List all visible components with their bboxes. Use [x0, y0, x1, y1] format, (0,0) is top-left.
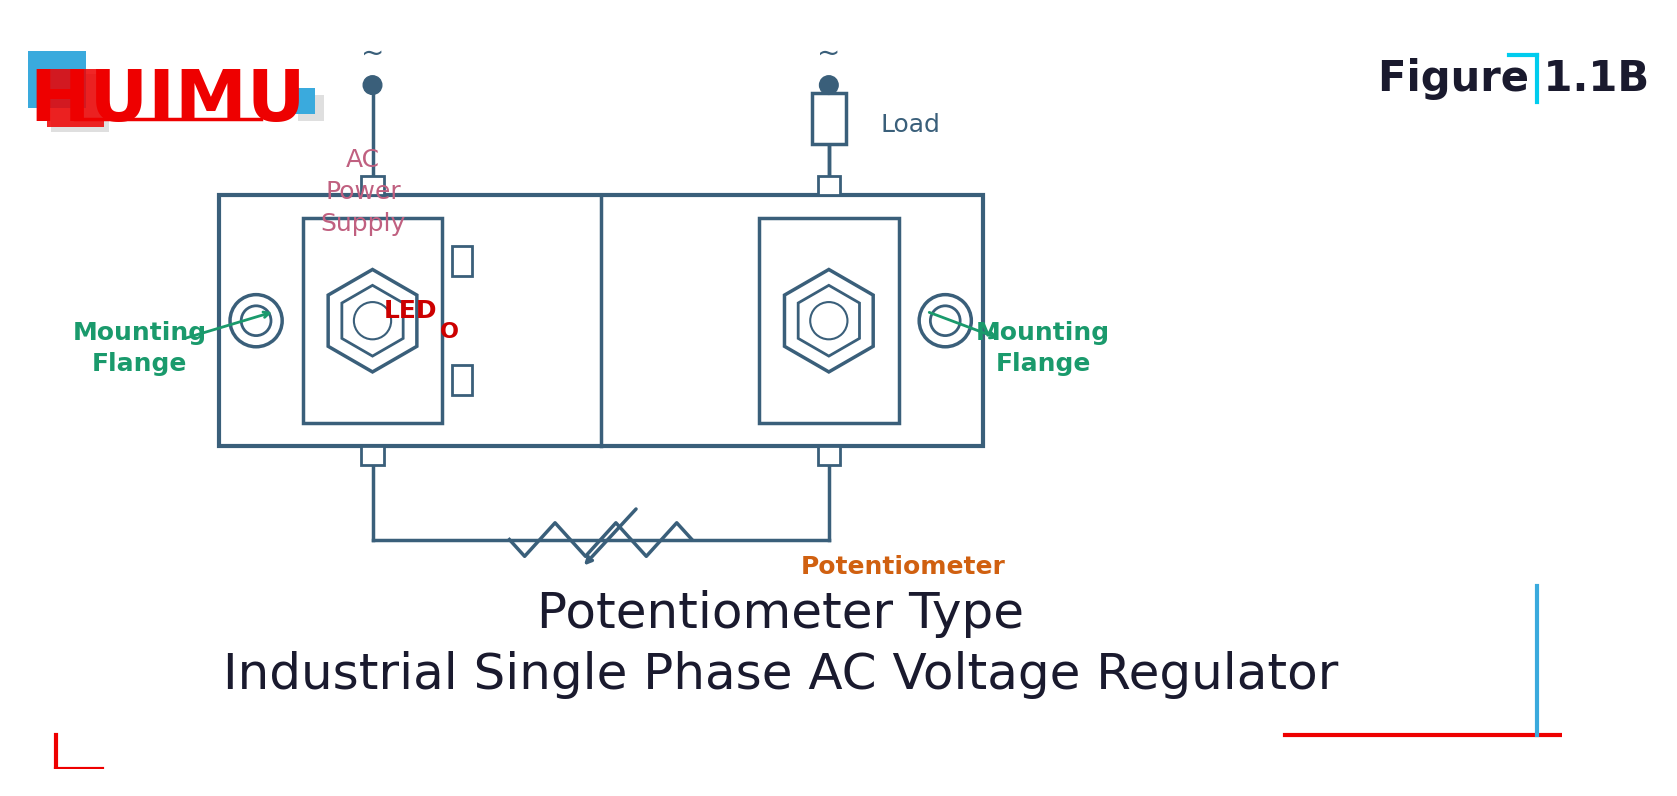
Circle shape [230, 295, 282, 347]
Text: AC
Power
Supply: AC Power Supply [320, 148, 406, 236]
Text: ~: ~ [817, 40, 840, 68]
Circle shape [919, 295, 971, 347]
Bar [52, 74, 109, 131]
Bar [299, 96, 324, 122]
Bar [812, 92, 845, 144]
Bar [302, 218, 443, 423]
Bar [451, 246, 473, 276]
Bar [220, 195, 983, 447]
Bar [818, 177, 840, 195]
Bar [47, 69, 104, 127]
Text: LED: LED [384, 299, 438, 323]
Text: Figure 1.1B: Figure 1.1B [1378, 57, 1650, 100]
Bar [361, 177, 384, 195]
Bar [760, 218, 899, 423]
Text: Load: Load [880, 113, 939, 137]
Bar [361, 447, 384, 465]
Text: Potentiometer: Potentiometer [802, 556, 1006, 579]
Polygon shape [342, 285, 402, 356]
Circle shape [810, 302, 847, 339]
Circle shape [931, 306, 961, 336]
Circle shape [820, 76, 838, 95]
Text: Potentiometer Type: Potentiometer Type [537, 590, 1025, 638]
Circle shape [241, 306, 272, 336]
Bar [451, 365, 473, 395]
Text: Industrial Single Phase AC Voltage Regulator: Industrial Single Phase AC Voltage Regul… [223, 650, 1338, 699]
Text: O: O [439, 322, 458, 341]
Text: ~: ~ [361, 40, 384, 68]
Text: HUIMU: HUIMU [30, 68, 305, 136]
Polygon shape [329, 270, 418, 372]
Bar [288, 88, 315, 114]
Bar [29, 51, 86, 108]
Circle shape [364, 76, 382, 95]
Polygon shape [798, 285, 860, 356]
Polygon shape [785, 270, 874, 372]
Text: Mounting
Flange: Mounting Flange [976, 321, 1110, 377]
Bar [818, 447, 840, 465]
Circle shape [354, 302, 391, 339]
Text: Mounting
Flange: Mounting Flange [72, 321, 206, 377]
